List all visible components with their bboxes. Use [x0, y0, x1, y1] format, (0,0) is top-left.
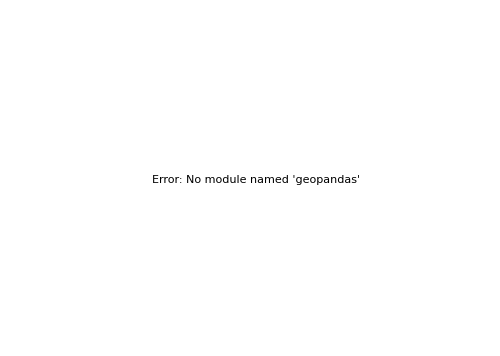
Text: Error: No module named 'geopandas': Error: No module named 'geopandas' [152, 175, 360, 185]
